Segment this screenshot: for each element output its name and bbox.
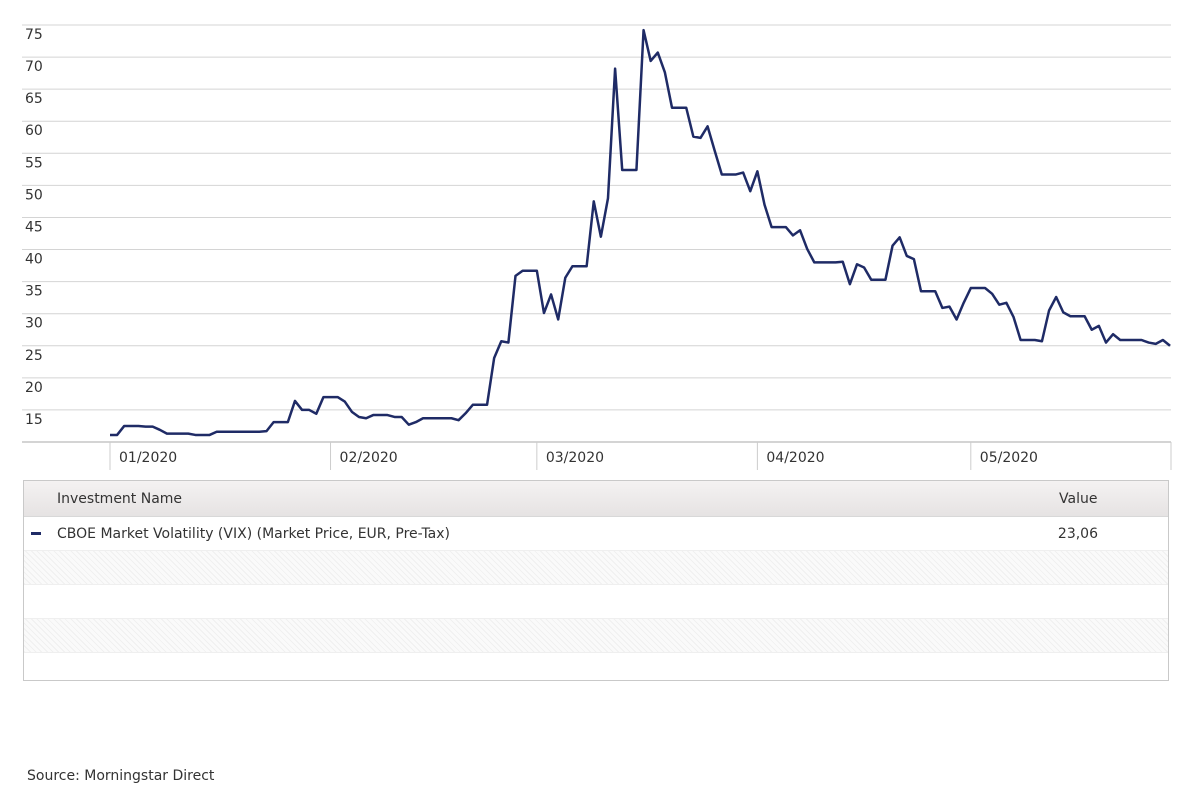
y-tick-label: 50: [25, 187, 43, 203]
legend-table: Investment Name Value CBOE Market Volati…: [23, 480, 1169, 681]
y-tick-label: 55: [25, 155, 43, 171]
y-tick-label: 30: [25, 316, 43, 332]
y-tick-label: 45: [25, 219, 43, 235]
y-tick-label: 20: [25, 380, 43, 396]
table-row: CBOE Market Volatility (VIX) (Market Pri…: [24, 517, 1168, 551]
y-tick-label: 70: [25, 59, 43, 75]
x-tick-label: 02/2020: [340, 450, 398, 466]
x-tick-label: 01/2020: [119, 450, 177, 466]
legend-marker: [31, 532, 41, 535]
column-header: Value: [1059, 490, 1098, 507]
x-tick-label: 05/2020: [980, 450, 1038, 466]
empty-row: [24, 619, 1168, 653]
y-tick-label: 60: [25, 123, 43, 139]
empty-row: [24, 551, 1168, 585]
y-tick-label: 40: [25, 252, 43, 268]
y-tick-label: 25: [25, 348, 43, 364]
x-tick-label: 04/2020: [766, 450, 824, 466]
y-tick-label: 65: [25, 91, 43, 107]
empty-row: [24, 585, 1168, 619]
legend-entry: CBOE Market Volatility (VIX) (Market Pri…: [57, 525, 450, 542]
table-value: 23,06: [1057, 525, 1098, 542]
source-note: Source: Morningstar Direct: [27, 768, 215, 784]
series-line: [110, 28, 1171, 437]
y-tick-label: 15: [25, 412, 43, 428]
chart: 15 20 25 30 35 40 45 50 55 60 65 70 75 01/2020 02/2020…: [22, 24, 1172, 470]
y-tick-label: 35: [25, 284, 43, 300]
x-tick-label: 03/2020: [546, 450, 604, 466]
column-header: Investment Name: [57, 490, 183, 507]
table-header: Investment Name Value: [24, 481, 1168, 517]
y-tick-label: 75: [25, 27, 43, 43]
